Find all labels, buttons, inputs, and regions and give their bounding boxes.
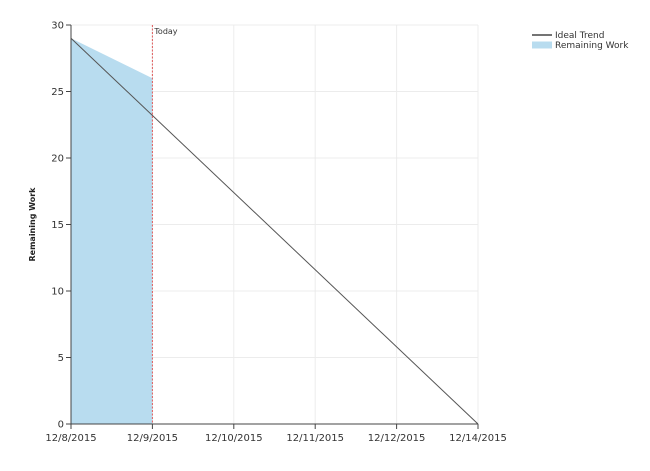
- x-tick-label: 12/12/2015: [368, 433, 426, 444]
- y-axis-title: Remaining Work: [28, 187, 37, 262]
- y-tick-label: 15: [51, 220, 64, 231]
- legend-label: Ideal Trend: [555, 31, 604, 41]
- legend-label: Remaining Work: [555, 41, 629, 51]
- ideal-trend-line-layer: [70, 37, 479, 425]
- x-tick-label: 12/10/2015: [205, 433, 263, 444]
- remaining-work-area-layer: [71, 38, 153, 425]
- y-tick-label: 0: [58, 420, 64, 431]
- today-marker-layer: Today: [151, 25, 178, 424]
- tick-labels: 0 5 10 15 20 25 30 12/8/2015 12/9/2015 12/10/2015…: [28, 21, 507, 445]
- axes: [66, 24, 479, 429]
- x-tick-label: 12/14/2015: [449, 433, 507, 444]
- x-tick-label: 12/11/2015: [286, 433, 344, 444]
- y-tick-label: 20: [51, 154, 64, 165]
- y-tick-label: 5: [58, 353, 64, 364]
- y-tick-label: 10: [51, 287, 64, 298]
- remaining-work-area: [71, 38, 153, 425]
- x-tick-label: 12/9/2015: [127, 433, 178, 444]
- today-label: Today: [153, 27, 177, 36]
- ideal-trend-line: [70, 37, 479, 425]
- x-tick-label: 12/8/2015: [45, 433, 96, 444]
- legend-swatch-remaining-work: [532, 41, 552, 49]
- y-tick-label: 30: [51, 21, 64, 32]
- y-tick-label: 25: [51, 87, 64, 98]
